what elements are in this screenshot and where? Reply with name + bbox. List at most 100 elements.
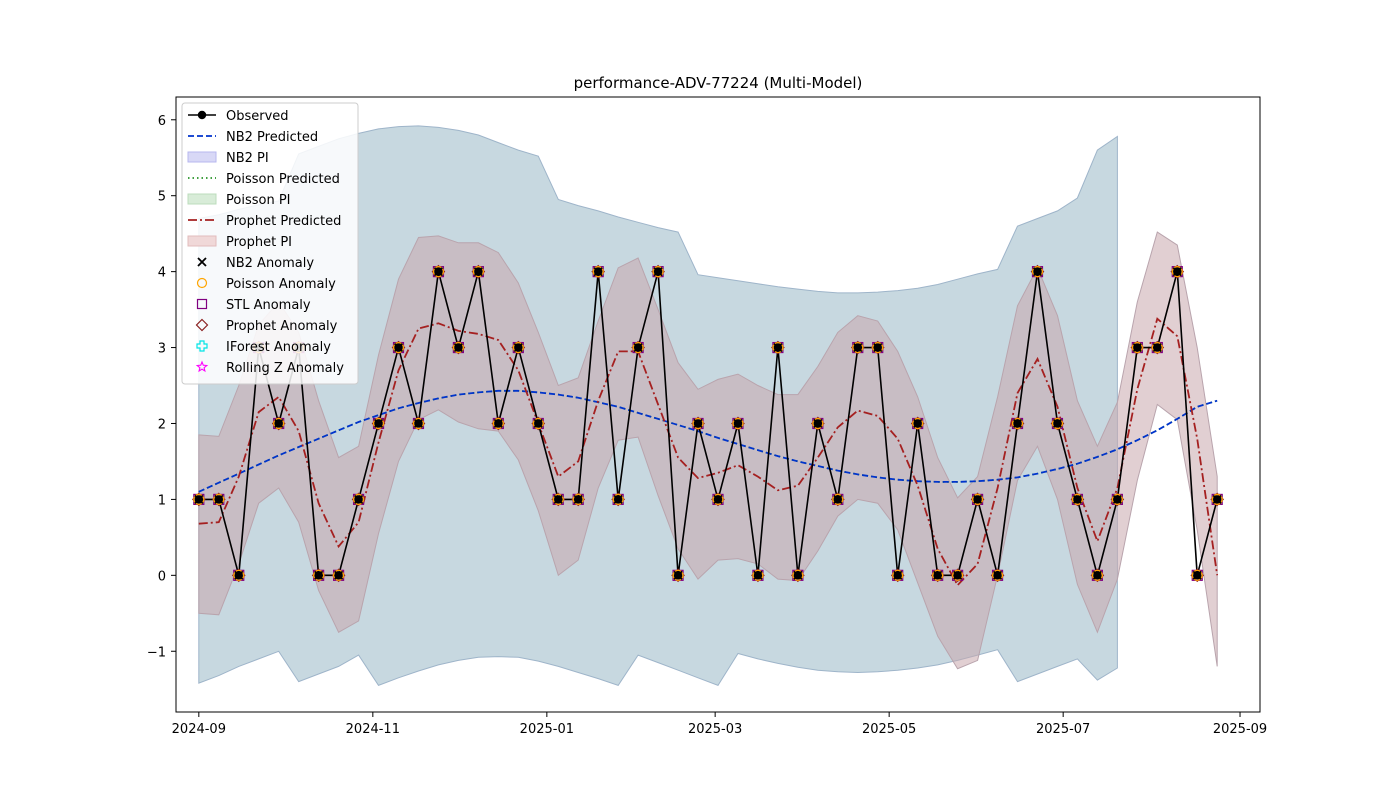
chart-title: performance-ADV-77224 (Multi-Model) [574,74,863,92]
poisson-anomaly-point [852,341,864,354]
observed-point [733,419,743,428]
legend-swatch-nb2-pi [187,151,217,163]
poisson-anomaly-point [812,417,824,430]
x-tick-label: 2025-05 [862,722,916,737]
legend-swatch-iforest-anomaly [196,340,208,352]
poisson-anomaly-point [772,341,784,354]
y-tick-label: 1 [158,493,166,508]
observed-point [514,343,523,352]
poisson-anomaly-point [512,341,524,354]
poisson-anomaly-point [732,417,744,430]
legend-label: NB2 Predicted [226,130,318,145]
observed-point [314,571,323,580]
poisson-anomaly-point [632,341,644,354]
legend-label: Prophet Anomaly [226,319,338,334]
x-tick-label: 2025-07 [1036,722,1090,737]
observed-point [1013,419,1022,428]
poisson-anomaly-point [273,417,285,430]
poisson-anomaly-point [352,493,365,506]
legend-entry: Poisson PI [187,193,291,208]
observed-point [1033,267,1042,276]
observed-point [593,267,603,276]
observed-point [993,571,1002,580]
legend-entry: NB2 Predicted [188,130,318,145]
prophet-pi-band [198,231,1218,670]
poisson-anomaly-point [672,569,684,581]
legend-label: NB2 Anomaly [226,256,314,271]
poisson-anomaly-point [872,341,884,354]
observed-point [214,495,223,504]
poisson-anomaly-point [313,569,325,581]
observed-point [793,571,803,580]
poisson-anomaly-point [612,493,624,506]
poisson-anomaly-point [1051,417,1064,430]
x-tick-label: 2024-11 [346,722,400,737]
observed-point [1173,267,1182,276]
poisson-anomaly-point [1111,493,1123,506]
poisson-anomaly-point [552,493,564,506]
legend-label: IForest Anomaly [226,340,331,355]
x-tick-label: 2025-09 [1213,722,1267,737]
observed-point [853,343,862,352]
legend-entry: Prophet Anomaly [195,318,338,334]
poisson-anomaly-point [572,493,584,506]
x-tick-label: 2024-09 [172,722,226,737]
y-axis: −1 0 1 2 3 4 5 6 [147,114,176,660]
poisson-anomaly-point [472,266,484,278]
poisson-anomaly-point [991,569,1004,581]
y-tick-label: 0 [158,569,166,584]
prophet-predicted-line [198,317,1219,587]
observed-point [414,419,423,428]
nb2-predicted-line [198,389,1218,493]
poisson-anomaly-point [233,569,245,581]
y-tick-label: 3 [158,342,166,357]
legend-label: STL Anomaly [226,298,311,313]
y-tick-label: −1 [147,645,166,660]
observed-point [374,419,383,428]
legend-swatch-poisson-anomaly [196,277,208,289]
poisson-anomaly-point [1171,266,1183,278]
legend-label: NB2 PI [226,151,269,166]
legend-swatch-nb2-anomaly [197,257,207,267]
observed-point [833,495,843,504]
observed-point [554,495,563,504]
legend-swatch-prophet-anomaly [195,318,209,332]
observed-point [474,267,483,276]
legend-entry: NB2 PI [187,151,269,166]
poisson-anomaly-point [372,417,385,430]
observed-point [1113,495,1122,504]
poisson-anomaly-point [592,266,604,278]
observed-point [933,571,942,580]
poisson-anomaly-point [692,417,704,430]
y-tick-label: 6 [158,114,166,129]
legend-entry: Observed [188,109,289,124]
poisson-anomaly-point [752,569,764,581]
legend-swatch-rolling-anomaly [195,360,209,373]
y-tick-label: 4 [158,266,166,281]
legend-entry: IForest Anomaly [196,340,331,355]
legend-entry: Poisson Predicted [188,172,340,187]
legend-entry: NB2 Anomaly [197,256,314,271]
legend-label: Prophet Predicted [226,214,341,229]
observed-point [354,495,363,504]
observed-point [773,343,783,352]
observed-point [713,495,723,504]
y-tick-label: 5 [158,190,166,205]
anomaly-markers [191,264,1225,583]
observed-point [1073,495,1082,504]
poisson-anomaly-point [412,417,425,430]
legend-label: Poisson Predicted [226,172,340,187]
poisson-anomaly-point [432,266,445,278]
observed-point [673,571,683,580]
poisson-anomaly-point [932,569,944,581]
poisson-anomaly-point [1211,493,1223,506]
observed-point [1053,419,1062,428]
observed-point [334,571,343,580]
observed-point [574,495,583,504]
legend-entry: Poisson Anomaly [196,277,336,292]
observed-point [953,571,962,580]
poisson-anomaly-point [1071,493,1084,506]
observed-point [893,571,902,580]
observed-point [813,419,823,428]
poisson-anomaly-point [1131,341,1143,354]
